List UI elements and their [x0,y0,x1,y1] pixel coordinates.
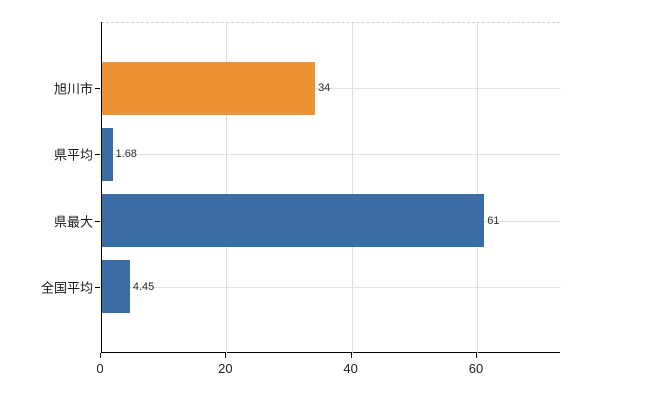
gridline-horizontal [102,286,561,288]
plot-top-border [101,22,560,23]
x-axis-tick [100,353,101,358]
bar [102,194,485,248]
bar-value-label: 1.68 [115,148,137,161]
y-axis-tick [95,220,100,222]
bar-value-label: 61 [487,214,500,227]
x-tick-label: 60 [468,361,484,376]
x-axis-tick [350,353,352,358]
category-label: 全国平均 [40,280,93,296]
bar [102,260,130,314]
gridline-horizontal [102,154,561,156]
y-axis-tick [95,88,100,90]
category-label: 県最大 [53,214,93,230]
x-tick-label: 0 [96,361,104,376]
plot-area: 34 1.68 61 4.45 [101,22,561,353]
x-axis-tick [476,353,477,358]
gridline-vertical [351,22,353,353]
y-axis-tick [95,154,100,156]
x-axis-tick [225,353,227,358]
bar [102,127,113,181]
x-tick-label: 20 [218,361,233,376]
gridline-vertical [477,22,478,353]
bar [102,61,316,115]
bar-value-label: 34 [318,82,331,95]
y-axis-tick [95,286,100,288]
category-label: 旭川市 [53,81,93,97]
gridline-horizontal [102,88,561,90]
category-label: 県平均 [53,147,93,163]
gridline-vertical [226,22,228,353]
bar-value-label: 4.45 [132,280,155,293]
x-tick-label: 40 [343,361,358,376]
